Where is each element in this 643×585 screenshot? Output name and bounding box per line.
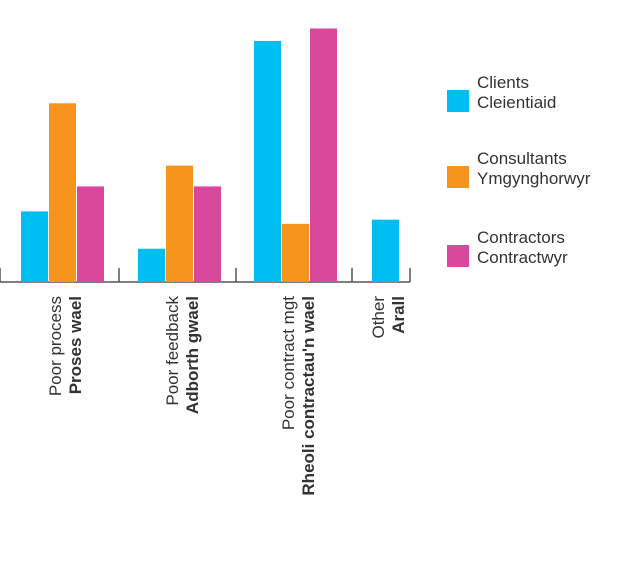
bar-contractors-0 (77, 186, 104, 282)
legend-label-en: Clients (477, 73, 529, 92)
category-labels: Poor processProses wael Poor feedbackAdbo… (46, 296, 408, 496)
bar-consultants-0 (49, 103, 76, 282)
bar-consultants-1 (166, 165, 193, 282)
category-label-cy: Adborth gwael (183, 296, 202, 414)
bar-contractors-2 (310, 28, 337, 282)
category-label-0: Poor processProses wael (46, 296, 85, 396)
category-label-en: Poor feedback (163, 296, 182, 406)
legend: Clients Cleientiaid Consultants Ymgynghorwy… (447, 73, 591, 267)
legend-label-en: Contractors (477, 228, 565, 247)
category-label-cy: Proses wael (66, 296, 85, 394)
legend-label-cy: Contractwyr (477, 248, 568, 267)
legend-label-cy: Ymgynghorwyr (477, 169, 591, 188)
category-label-1: Poor feedbackAdborth gwael (163, 296, 202, 415)
legend-swatch-contractors (447, 245, 469, 267)
bar-clients-2 (254, 40, 281, 282)
bar-consultants-2 (282, 223, 309, 282)
category-label-cy: Arall (389, 296, 408, 334)
legend-swatch-consultants (447, 166, 469, 188)
bar-clients-1 (138, 248, 165, 282)
bar-clients-0 (21, 211, 48, 282)
legend-entry-consultants: Consultants Ymgynghorwyr (477, 149, 591, 188)
legend-entry-contractors: Contractors Contractwyr (477, 228, 568, 267)
category-label-en: Other (369, 296, 388, 339)
category-label-3: OtherArall (369, 296, 408, 339)
bars-layer (21, 28, 399, 282)
category-label-cy: Rheoli contractau'n wael (299, 296, 318, 496)
legend-swatch-clients (447, 90, 469, 112)
legend-label-cy: Cleientiaid (477, 93, 556, 112)
legend-label-en: Consultants (477, 149, 567, 168)
bar-clients-3 (372, 219, 399, 282)
legend-entry-clients: Clients Cleientiaid (477, 73, 556, 112)
category-label-en: Poor process (46, 296, 65, 396)
category-label-en: Poor contract mgt (279, 296, 298, 430)
category-label-2: Poor contract mgtRheoli contractau'n wae… (279, 296, 318, 496)
bar-contractors-1 (194, 186, 221, 282)
